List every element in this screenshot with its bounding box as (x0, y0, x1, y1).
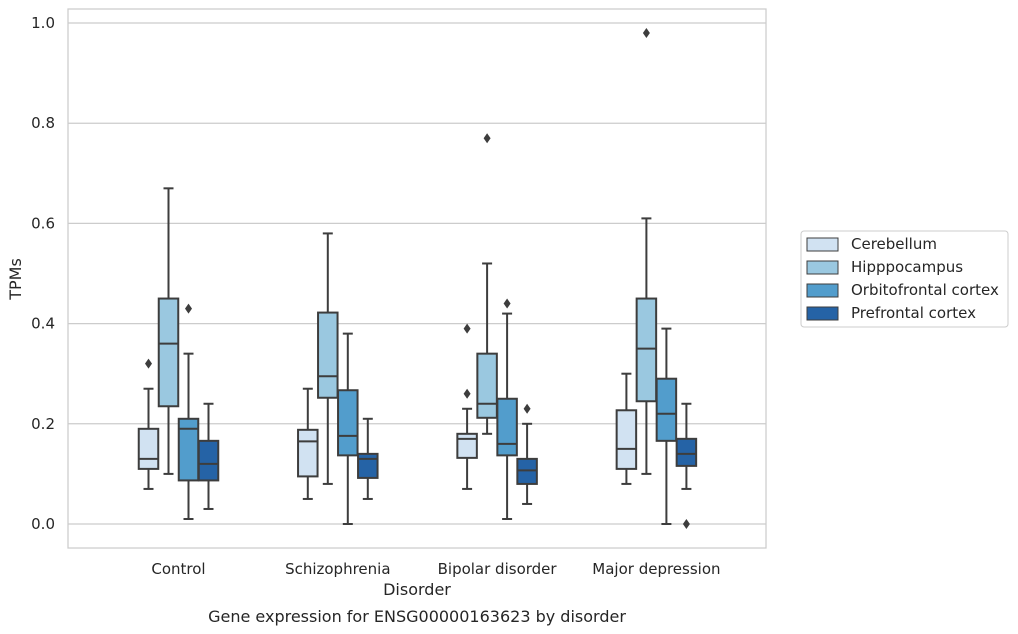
box-body (456, 432, 478, 459)
outlier-point (463, 388, 471, 399)
box-body (157, 297, 180, 408)
outlier-point (503, 298, 511, 309)
y-tick-label: 0.6 (31, 214, 55, 232)
y-axis: 0.0 0.2 0.4 0.6 0.8 1.0 (31, 14, 55, 533)
plot-frame (67, 8, 767, 549)
outlier-point (145, 358, 152, 369)
legend-swatch (806, 306, 839, 321)
box-hipppocampus (635, 28, 658, 475)
box-body (197, 439, 220, 482)
box-cerebellum (297, 387, 319, 500)
box-orbitofrontal-cortex (496, 298, 518, 520)
box-body (496, 397, 518, 457)
y-tick-label: 0.0 (31, 515, 55, 533)
box-cerebellum (615, 372, 638, 485)
outlier-point (185, 303, 192, 314)
box-body (337, 389, 359, 457)
box-hipppocampus (157, 187, 180, 475)
legend-label: Prefrontal cortex (851, 304, 976, 322)
box-body (516, 457, 538, 485)
y-tick-label: 0.4 (31, 315, 55, 333)
box-orbitofrontal-cortex (655, 327, 678, 525)
chart-title: Gene expression for ENSG00000163623 by d… (208, 607, 626, 626)
legend-swatch (806, 283, 839, 298)
outlier-point (523, 403, 531, 414)
y-axis-label: TPMs (6, 258, 25, 301)
box-body (675, 437, 698, 467)
box-orbitofrontal-cortex (337, 332, 359, 525)
y-tick-label: 1.0 (31, 14, 55, 32)
box-prefrontal-cortex (357, 417, 379, 500)
box-hipppocampus (476, 133, 498, 435)
x-tick-label: Control (151, 560, 205, 578)
box-prefrontal-cortex (675, 402, 698, 529)
x-tick-label: Bipolar disorder (438, 560, 558, 578)
legend-swatch (806, 237, 839, 252)
box-prefrontal-cortex (516, 403, 538, 505)
outlier-point (463, 323, 471, 334)
legend-label: Cerebellum (851, 235, 937, 253)
y-tick-label: 0.2 (31, 415, 55, 433)
box-body (655, 377, 678, 442)
x-axis: Control Schizophrenia Bipolar disorder Majo… (151, 560, 720, 578)
gridlines (68, 22, 766, 525)
legend-label: Orbitofrontal cortex (851, 281, 999, 299)
plot-area (137, 28, 698, 529)
y-tick-label: 0.8 (31, 114, 55, 132)
box-body (297, 428, 319, 478)
box-body (615, 409, 638, 470)
x-axis-label: Disorder (383, 580, 451, 599)
box-hipppocampus (317, 232, 339, 485)
box-body (635, 297, 658, 403)
legend-frame (800, 230, 1009, 328)
outlier-point (483, 133, 491, 144)
legend: Cerebellum Hipppocampus Orbitofrontal cort… (800, 230, 1009, 328)
box-body (476, 352, 498, 419)
box-body (317, 311, 339, 399)
box-body (137, 427, 160, 470)
box-cerebellum (137, 358, 160, 490)
box-prefrontal-cortex (197, 402, 220, 510)
outlier-point (682, 519, 690, 529)
legend-label: Hipppocampus (851, 258, 963, 276)
box-body (357, 452, 379, 479)
legend-swatch (806, 260, 839, 275)
box-cerebellum (456, 323, 478, 490)
outlier-point (642, 28, 650, 39)
x-tick-label: Major depression (592, 560, 720, 578)
x-tick-label: Schizophrenia (285, 560, 390, 578)
box-orbitofrontal-cortex (177, 303, 200, 520)
